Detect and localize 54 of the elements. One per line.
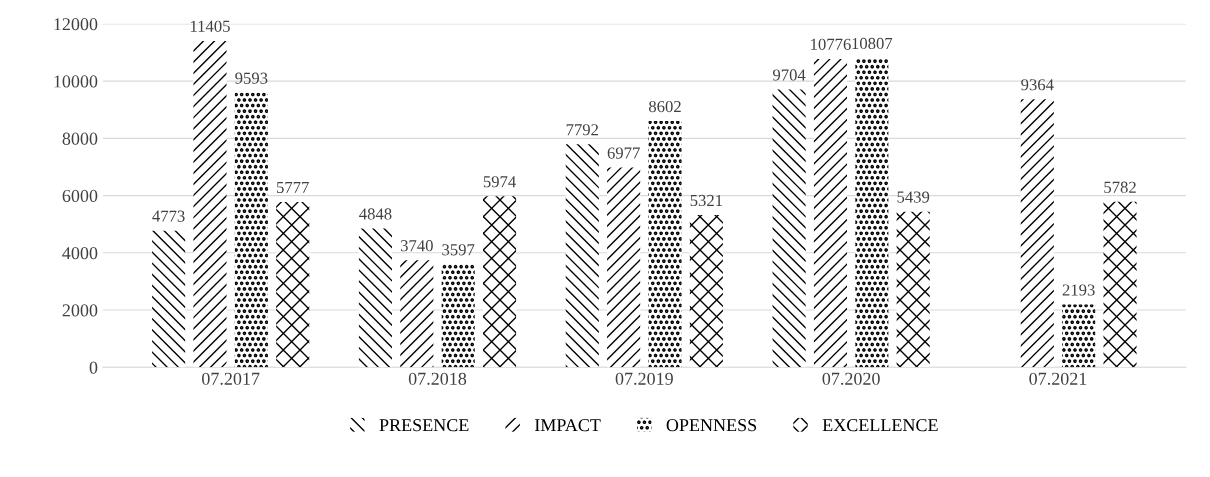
legend-label: IMPACT — [534, 419, 601, 432]
bar — [648, 121, 682, 368]
x-tick-label: 07.2021 — [1029, 372, 1087, 385]
data-label: 7792 — [566, 124, 599, 136]
bar — [483, 196, 517, 368]
data-label: 3740 — [400, 240, 433, 252]
bar — [1103, 201, 1137, 368]
bar — [565, 144, 599, 368]
bar — [813, 58, 848, 368]
data-label: 5439 — [897, 191, 930, 203]
bar — [1062, 304, 1096, 368]
data-label: 9704 — [772, 69, 806, 81]
y-tick-label: 0 — [89, 361, 98, 374]
data-label: 6977 — [607, 147, 640, 159]
x-tick-label: 07.2017 — [202, 372, 260, 385]
data-label: 5782 — [1104, 181, 1136, 193]
bar — [896, 211, 930, 368]
data-label: 4773 — [152, 210, 185, 222]
bar — [234, 92, 268, 368]
bar — [400, 260, 434, 368]
data-label: 5777 — [277, 181, 309, 194]
y-tick-label: 10000 — [54, 75, 98, 88]
data-label: 10776 — [811, 38, 851, 50]
bar — [1020, 99, 1054, 368]
legend-label: OPENNESS — [666, 419, 757, 432]
legend-label: PRESENCE — [379, 419, 469, 432]
data-label: 5321 — [690, 194, 723, 207]
x-tick-label: 07.2018 — [408, 372, 467, 385]
x-tick-label: 07.2019 — [615, 372, 673, 385]
bar — [193, 40, 227, 368]
bar — [441, 264, 475, 368]
x-tick-label: 07.2020 — [822, 372, 880, 385]
y-tick-label: 4000 — [62, 247, 98, 260]
y-tick-label: 6000 — [62, 189, 98, 203]
bar — [607, 167, 641, 368]
data-label: 3597 — [442, 244, 475, 256]
bar — [689, 215, 723, 368]
data-label: 8602 — [648, 100, 681, 113]
bar — [855, 57, 889, 368]
y-tick-label: 8000 — [62, 132, 98, 145]
bar — [358, 228, 392, 368]
data-label: 10807 — [852, 37, 893, 50]
data-label: 5974 — [483, 176, 516, 188]
data-label: 11405 — [190, 20, 230, 32]
data-label: 2193 — [1062, 284, 1095, 296]
y-tick-label: 2000 — [62, 304, 98, 317]
bar — [152, 230, 186, 368]
y-tick-label: 12000 — [54, 18, 98, 31]
data-label: 4848 — [359, 208, 392, 220]
data-label: 9364 — [1021, 79, 1054, 91]
data-label: 9593 — [235, 72, 268, 84]
bar — [276, 201, 310, 368]
legend-label: EXCELLENCE — [822, 419, 938, 432]
bar — [772, 89, 806, 368]
